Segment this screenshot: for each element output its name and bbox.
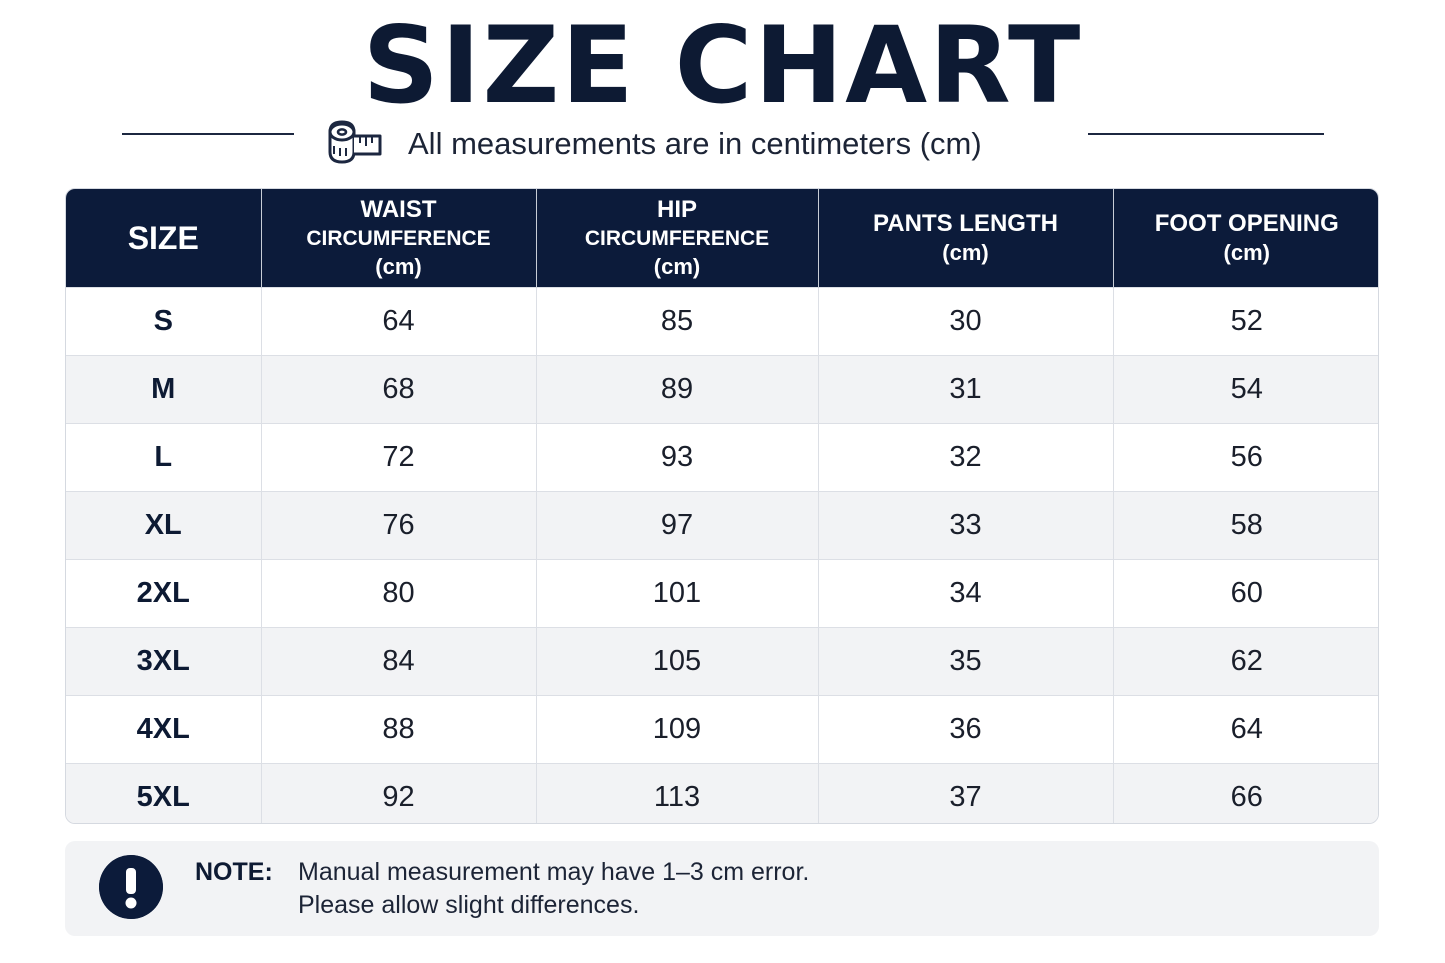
table-row: S 64 85 30 52 xyxy=(66,287,1378,356)
table-row: 2XL 80 101 34 60 xyxy=(66,559,1378,628)
table-row: 4XL 88 109 36 64 xyxy=(66,695,1378,764)
hip-cell: 89 xyxy=(535,355,818,424)
note-text-line2: Please allow slight differences. xyxy=(298,891,640,919)
table-row: L 72 93 32 56 xyxy=(66,423,1378,492)
size-cell: L xyxy=(66,423,261,492)
header-waist: WAIST CIRCUMFERENCE (cm) xyxy=(260,189,536,288)
note-box xyxy=(65,841,1379,936)
size-cell: XL xyxy=(66,491,261,560)
waist-cell: 84 xyxy=(260,627,536,696)
waist-cell: 68 xyxy=(260,355,536,424)
size-cell: M xyxy=(66,355,261,424)
table-row: 3XL 84 105 35 62 xyxy=(66,627,1378,696)
header-row: SIZE WAIST CIRCUMFERENCE (cm) HIP CIRCUM… xyxy=(66,189,1378,288)
header-hip-line2: CIRCUMFERENCE xyxy=(584,227,770,250)
header-pants-length-line1: PANTS LENGTH xyxy=(873,210,1058,237)
header-hip-line3: (cm) xyxy=(653,254,701,279)
foot-opening-cell: 66 xyxy=(1112,763,1378,823)
table-row: 5XL 92 113 37 66 xyxy=(66,763,1378,823)
note-label: NOTE: xyxy=(195,858,273,886)
size-cell: 3XL xyxy=(66,627,261,696)
right-divider xyxy=(1088,133,1324,135)
waist-cell: 88 xyxy=(260,695,536,764)
hip-cell: 105 xyxy=(535,627,818,696)
table-row: M 68 89 31 54 xyxy=(66,355,1378,424)
hip-cell: 93 xyxy=(535,423,818,492)
foot-opening-cell: 64 xyxy=(1112,695,1378,764)
header-foot-opening: FOOT OPENING (cm) xyxy=(1112,189,1378,288)
size-cell: 2XL xyxy=(66,559,261,628)
header-waist-line2: CIRCUMFERENCE xyxy=(306,227,491,250)
size-cell: 5XL xyxy=(66,763,261,823)
header-foot-opening-line2: (cm) xyxy=(1223,240,1270,265)
header-waist-line1: WAIST xyxy=(360,196,437,223)
foot-opening-cell: 56 xyxy=(1112,423,1378,492)
pants-length-cell: 32 xyxy=(817,423,1113,492)
waist-cell: 64 xyxy=(260,287,536,356)
pants-length-cell: 35 xyxy=(817,627,1113,696)
header-size: SIZE xyxy=(66,189,261,288)
left-divider xyxy=(122,133,294,135)
note-text-line1: Manual measurement may have 1–3 cm error… xyxy=(298,858,810,886)
header-size-label: SIZE xyxy=(127,219,199,256)
header-foot-opening-line1: FOOT OPENING xyxy=(1154,210,1339,237)
foot-opening-cell: 58 xyxy=(1112,491,1378,560)
foot-opening-cell: 54 xyxy=(1112,355,1378,424)
waist-cell: 76 xyxy=(260,491,536,560)
header-hip: HIP CIRCUMFERENCE (cm) xyxy=(535,189,818,288)
waist-cell: 80 xyxy=(260,559,536,628)
page-title: SIZE CHART xyxy=(362,4,1083,127)
header-waist-line3: (cm) xyxy=(375,254,422,279)
subtitle: All measurements are in centimeters (cm) xyxy=(408,126,982,161)
hip-cell: 85 xyxy=(535,287,818,356)
hip-cell: 101 xyxy=(535,559,818,628)
foot-opening-cell: 62 xyxy=(1112,627,1378,696)
hip-cell: 113 xyxy=(535,763,818,823)
waist-cell: 92 xyxy=(260,763,536,823)
pants-length-cell: 31 xyxy=(817,355,1113,424)
header-pants-length: PANTS LENGTH (cm) xyxy=(817,189,1113,288)
pants-length-cell: 34 xyxy=(817,559,1113,628)
pants-length-cell: 37 xyxy=(817,763,1113,823)
size-cell: S xyxy=(66,287,261,356)
hip-cell: 109 xyxy=(535,695,818,764)
size-cell: 4XL xyxy=(66,695,261,764)
table-row: XL 76 97 33 58 xyxy=(66,491,1378,560)
foot-opening-cell: 52 xyxy=(1112,287,1378,356)
waist-cell: 72 xyxy=(260,423,536,492)
pants-length-cell: 36 xyxy=(817,695,1113,764)
size-table-container: SIZE WAIST CIRCUMFERENCE (cm) HIP CIRCUM… xyxy=(65,188,1379,824)
pants-length-cell: 30 xyxy=(817,287,1113,356)
foot-opening-cell: 60 xyxy=(1112,559,1378,628)
header-pants-length-line2: (cm) xyxy=(942,240,989,265)
hip-cell: 97 xyxy=(535,491,818,560)
measuring-tape-icon xyxy=(328,120,382,164)
size-table: SIZE WAIST CIRCUMFERENCE (cm) HIP CIRCUM… xyxy=(66,189,1378,823)
header-hip-line1: HIP xyxy=(656,196,697,223)
pants-length-cell: 33 xyxy=(817,491,1113,560)
exclamation-icon xyxy=(99,855,163,919)
